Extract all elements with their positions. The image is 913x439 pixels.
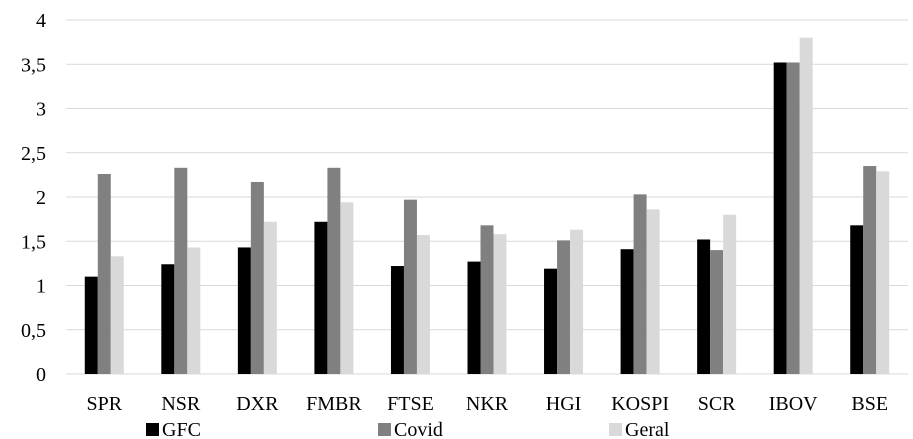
x-category-label: NKR xyxy=(466,393,509,415)
bars xyxy=(84,37,890,374)
bar-geral-scr xyxy=(723,214,737,374)
bar-gfc-spr xyxy=(84,276,98,374)
bar-geral-fmbr xyxy=(340,202,354,374)
bar-gfc-scr xyxy=(697,239,711,374)
legend-label-gfc: GFC xyxy=(162,419,201,439)
y-tick-label: 4 xyxy=(36,10,46,32)
bar-gfc-fmbr xyxy=(314,221,328,374)
legend: GFC Covid Geral xyxy=(146,419,670,439)
y-tick-label: 1 xyxy=(36,276,46,298)
bar-geral-nsr xyxy=(187,247,201,374)
bar-gfc-ftse xyxy=(390,266,404,374)
y-tick-label: 0,5 xyxy=(21,320,46,342)
bar-covid-kospi xyxy=(633,194,647,374)
bar-covid-ibov xyxy=(786,62,800,374)
x-category-label: NSR xyxy=(161,393,201,415)
bar-covid-spr xyxy=(97,173,111,374)
y-tick-label: 2,5 xyxy=(21,143,46,165)
bar-covid-ftse xyxy=(403,199,417,374)
gridlines xyxy=(66,19,908,375)
legend-swatch-covid xyxy=(378,423,391,436)
bar-geral-kospi xyxy=(646,209,660,374)
bar-covid-dxr xyxy=(250,181,264,374)
bar-covid-scr xyxy=(710,250,724,374)
bar-geral-ibov xyxy=(799,37,813,374)
y-tick-label: 1,5 xyxy=(21,231,46,253)
y-axis-ticks: 0 0,5 1 1,5 2 2,5 3 3,5 4 xyxy=(21,10,46,386)
bar-gfc-nsr xyxy=(161,264,175,374)
bar-covid-bse xyxy=(863,166,877,374)
y-tick-label: 0 xyxy=(36,364,46,386)
x-category-label: SPR xyxy=(86,393,122,415)
x-category-label: HGI xyxy=(546,393,582,415)
x-category-label: KOSPI xyxy=(611,393,669,415)
x-category-label: FMBR xyxy=(306,393,362,415)
bar-gfc-hgi xyxy=(544,268,558,374)
x-category-label: DXR xyxy=(236,393,279,415)
x-category-label: IBOV xyxy=(769,393,818,415)
bar-geral-bse xyxy=(876,171,890,374)
bar-geral-spr xyxy=(110,256,124,374)
legend-swatch-gfc xyxy=(146,423,159,436)
legend-label-geral: Geral xyxy=(625,419,670,439)
bar-covid-nsr xyxy=(174,167,188,374)
y-tick-label: 2 xyxy=(36,187,46,209)
bar-geral-ftse xyxy=(416,235,430,374)
bar-geral-nkr xyxy=(493,234,507,374)
bar-covid-fmbr xyxy=(327,167,341,374)
x-category-label: FTSE xyxy=(387,393,434,415)
bar-gfc-kospi xyxy=(620,249,634,374)
y-tick-label: 3 xyxy=(36,99,46,121)
bar-geral-hgi xyxy=(570,229,584,374)
x-category-label: BSE xyxy=(851,393,888,415)
x-axis-categories: SPR NSR DXR FMBR FTSE NKR HGI KOSPI SCR IBOV BSE xyxy=(86,393,888,415)
bar-covid-nkr xyxy=(480,225,494,374)
bar-gfc-dxr xyxy=(237,247,251,374)
x-category-label: SCR xyxy=(698,393,736,415)
legend-swatch-geral xyxy=(609,423,622,436)
bar-gfc-bse xyxy=(850,225,864,374)
y-tick-label: 3,5 xyxy=(21,54,46,76)
legend-label-covid: Covid xyxy=(394,419,443,439)
bar-gfc-ibov xyxy=(773,62,787,374)
bar-geral-dxr xyxy=(263,221,277,374)
bar-gfc-nkr xyxy=(467,261,481,374)
bar-covid-hgi xyxy=(557,240,571,374)
